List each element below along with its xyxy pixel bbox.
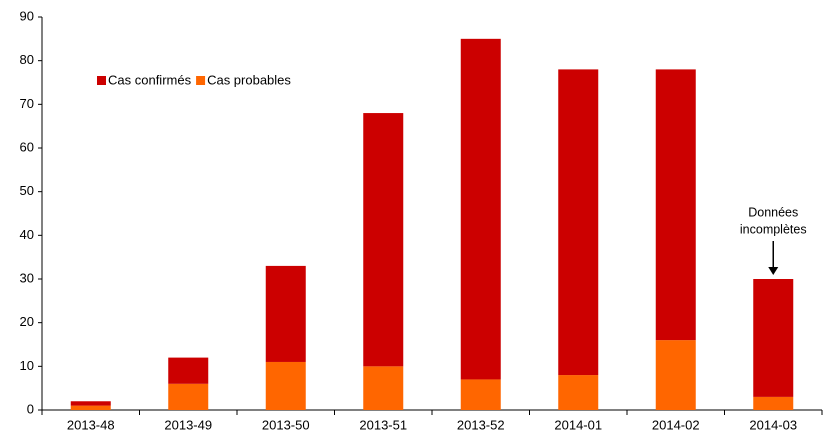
legend-swatch: [196, 76, 206, 85]
bar-segment: [363, 366, 404, 410]
bar-segment: [168, 383, 209, 410]
annotation-arrowhead: [768, 267, 779, 275]
bar-segment: [655, 340, 696, 410]
bar-segment: [70, 405, 111, 410]
y-tick-label: 30: [20, 270, 34, 285]
bar-segment: [655, 69, 696, 341]
annotation-text: incomplètes: [740, 222, 807, 236]
x-tick-label: 2013-49: [164, 417, 212, 432]
bar-segment: [168, 357, 209, 384]
x-tick-label: 2013-48: [67, 417, 115, 432]
y-tick-label: 0: [27, 401, 34, 416]
x-tick-label: 2013-51: [359, 417, 407, 432]
y-tick-label: 90: [20, 8, 34, 23]
y-tick-label: 50: [20, 183, 34, 198]
legend-label: Cas probables: [207, 72, 291, 87]
annotation: Données incomplètes: [740, 205, 807, 275]
legend-swatch: [97, 76, 106, 85]
legend-label: Cas confirmés: [108, 72, 192, 87]
x-tick-label: 2014-01: [554, 417, 602, 432]
bar-segment: [753, 279, 794, 397]
bar-segment: [70, 401, 111, 406]
x-tick-label: 2014-03: [749, 417, 797, 432]
bar-segment: [558, 69, 599, 376]
x-tick-label: 2014-02: [652, 417, 700, 432]
bar-segment: [460, 38, 501, 380]
bar-segment: [460, 379, 501, 410]
bar-segment: [265, 265, 306, 362]
y-tick-label: 20: [20, 314, 34, 329]
bar-segment: [265, 361, 306, 410]
annotation-text: Données: [748, 205, 798, 219]
y-tick-label: 70: [20, 96, 34, 111]
x-tick-label: 2013-50: [262, 417, 310, 432]
y-tick-label: 40: [20, 227, 34, 242]
bar-segment: [363, 113, 404, 367]
x-tick-label: 2013-52: [457, 417, 505, 432]
y-tick-label: 60: [20, 139, 34, 154]
bar-segment: [558, 375, 599, 410]
y-tick-label: 10: [20, 358, 34, 373]
bar-segment: [753, 396, 794, 410]
y-tick-label: 80: [20, 52, 34, 67]
